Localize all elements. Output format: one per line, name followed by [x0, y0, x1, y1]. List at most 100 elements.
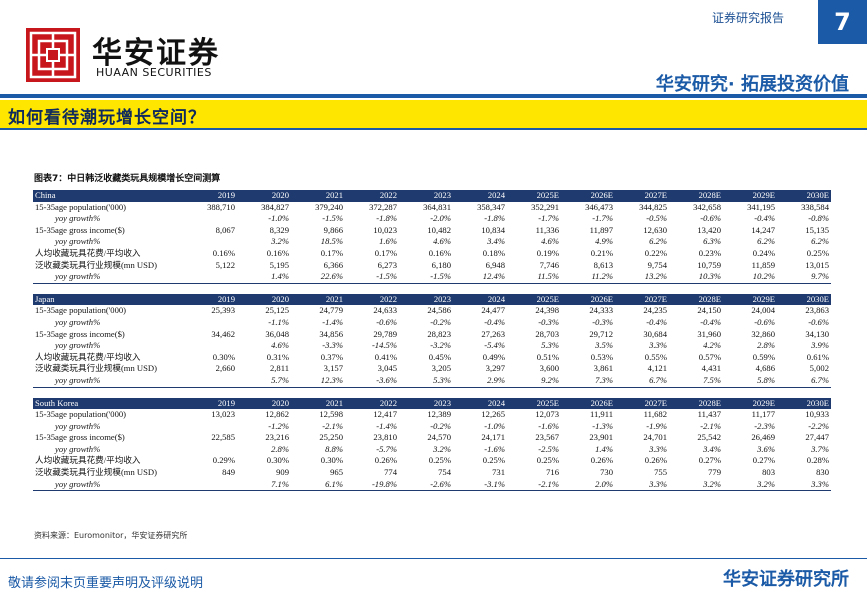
- cell: -1.5%: [322, 213, 343, 224]
- cell: 7.5%: [669, 374, 723, 388]
- cell: -5.4%: [484, 340, 505, 351]
- cell: 3.2%: [271, 236, 289, 247]
- cell: 11,859: [751, 259, 775, 270]
- cell: 4.6%: [433, 236, 451, 247]
- cell: -3.2%: [430, 340, 451, 351]
- cell: 13,420: [697, 224, 721, 235]
- cell: -0.2%: [430, 420, 451, 431]
- cell: 341,195: [747, 201, 775, 212]
- cell: 22,585: [211, 432, 235, 443]
- row-label: yoy growth%: [55, 236, 101, 247]
- block-table: China 2019 2020 2021 2022 2023 2024 2025E 2026E 2…: [33, 190, 831, 284]
- cell: 25,542: [697, 432, 721, 443]
- cell: 10.3%: [669, 271, 723, 284]
- cell: 730: [600, 467, 613, 478]
- cell: 11.5%: [507, 271, 561, 284]
- cell: 11,682: [643, 409, 667, 420]
- cell: -0.4%: [754, 213, 775, 224]
- row-label: 人均收藏玩具花费/平均收入: [35, 455, 141, 466]
- cell: 0.25%: [536, 455, 559, 466]
- cell: 0.61%: [806, 351, 829, 362]
- cell: 8,613: [593, 259, 613, 270]
- cell: 7,746: [539, 259, 559, 270]
- cell: 4.6%: [271, 340, 289, 351]
- cell: -2.6%: [399, 478, 453, 492]
- cell: -2.5%: [538, 443, 559, 454]
- cell: 4,121: [647, 363, 667, 374]
- cell: 29,789: [373, 328, 397, 339]
- cell: 0.25%: [806, 247, 829, 258]
- year-header: 2023: [399, 397, 453, 410]
- cell: 338,584: [801, 201, 829, 212]
- cell: 0.30%: [266, 455, 289, 466]
- data-tables: China 2019 2020 2021 2022 2023 2024 2025E 2026E 2…: [33, 190, 833, 501]
- cell: 32,860: [751, 328, 775, 339]
- cell: 10,933: [805, 409, 829, 420]
- cell: 11,177: [751, 409, 775, 420]
- cell: 24,398: [535, 305, 559, 316]
- year-header: 2030E: [777, 190, 831, 202]
- cell: 3,045: [377, 363, 397, 374]
- row-label: 泛收藏类玩具行业规模(mn USD): [35, 467, 157, 478]
- cell: -1.2%: [268, 420, 289, 431]
- cell: 23,810: [373, 432, 397, 443]
- row-label: 15-35age population('000): [35, 305, 127, 316]
- region-name: China: [33, 190, 183, 202]
- year-header: 2027E: [615, 190, 669, 202]
- data-row: 人均收藏玩具花费/平均收入 0.29% 0.30% 0.30% 0.26% 0.25% 0.…: [33, 455, 831, 467]
- cell: 0.51%: [536, 351, 559, 362]
- cell: -0.4%: [700, 316, 721, 327]
- cell: 24,586: [427, 305, 451, 316]
- source-note: 资料来源：Euromonitor，华安证券研究所: [34, 531, 188, 540]
- data-row: yoy growth% 7.1% 6.1% -19.8% -2.6% -3.1% -2.1%…: [33, 478, 831, 492]
- cell: 13.2%: [615, 271, 669, 284]
- cell: 24,477: [481, 305, 505, 316]
- cell: 0.26%: [644, 455, 667, 466]
- row-label: yoy growth%: [55, 213, 101, 224]
- cell: [183, 271, 237, 284]
- year-header: 2028E: [669, 293, 723, 306]
- year-header: 2025E: [507, 397, 561, 410]
- cell: 10.2%: [723, 271, 777, 284]
- cell: -1.1%: [268, 316, 289, 327]
- cell: 6,366: [323, 259, 343, 270]
- cell: 803: [762, 467, 775, 478]
- row-label: 15-35age gross income($): [35, 224, 125, 235]
- year-header: 2027E: [615, 397, 669, 410]
- cell: 5,195: [269, 259, 289, 270]
- cell: 34,130: [805, 328, 829, 339]
- cell: 22.6%: [291, 271, 345, 284]
- cell: 13,015: [805, 259, 829, 270]
- data-row: yoy growth% -1.0% -1.5% -1.8% -2.0% -1.8% -1.7…: [33, 213, 831, 225]
- cell: -1.4%: [376, 420, 397, 431]
- cell: 0.24%: [752, 247, 775, 258]
- cell: 12,862: [265, 409, 289, 420]
- cell: 3,297: [485, 363, 505, 374]
- cell: -1.7%: [592, 213, 613, 224]
- cell: 2,811: [269, 363, 289, 374]
- cell: 0.26%: [374, 455, 397, 466]
- year-header: 2028E: [669, 190, 723, 202]
- cell: 3.2%: [669, 478, 723, 492]
- cell: 11,897: [589, 224, 613, 235]
- figure-title: 图表7：中日韩泛收藏类玩具规模增长空间测算: [34, 174, 221, 184]
- year-header: 2025E: [507, 293, 561, 306]
- cell: -0.5%: [646, 213, 667, 224]
- row-label: 泛收藏类玩具行业规模(mn USD): [35, 363, 157, 374]
- cell: 15,135: [805, 224, 829, 235]
- cell: 0.28%: [806, 455, 829, 466]
- cell: 0.17%: [320, 247, 343, 258]
- cell: -0.2%: [430, 316, 451, 327]
- cell: 6.3%: [703, 236, 721, 247]
- cell: -2.3%: [754, 420, 775, 431]
- cell: 0.27%: [698, 455, 721, 466]
- cell: 0.27%: [752, 455, 775, 466]
- cell: 0.57%: [698, 351, 721, 362]
- cell: 34,462: [211, 328, 235, 339]
- cell: 5,122: [215, 259, 235, 270]
- year-header: 2023: [399, 190, 453, 202]
- row-label: yoy growth%: [55, 316, 101, 327]
- logo-subtext: HUAAN SECURITIES: [96, 66, 212, 79]
- report-type: 证券研究报告: [712, 11, 785, 25]
- cell: 3.3%: [649, 443, 667, 454]
